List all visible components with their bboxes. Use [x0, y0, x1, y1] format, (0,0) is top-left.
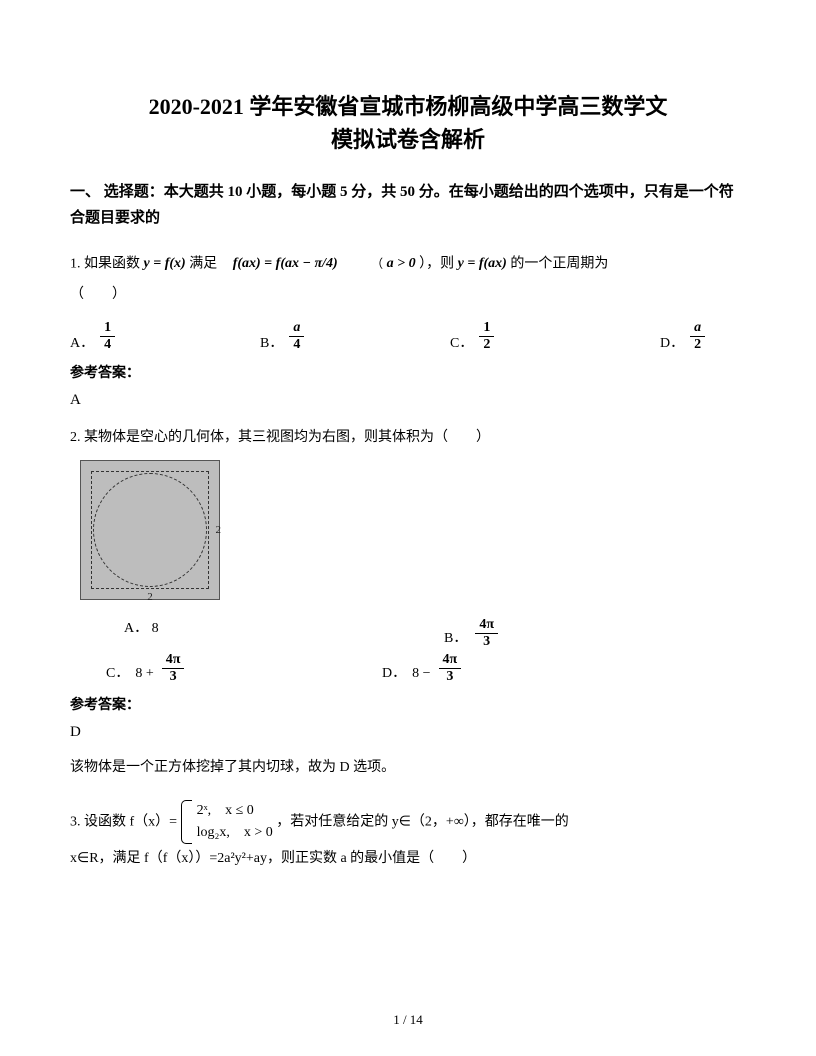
q2-b-label: B． — [444, 628, 467, 649]
question-3: 3. 设函数 f（x）= 2ˣ, x ≤ 0 log₂x, x > 0 ，若对任… — [70, 800, 746, 876]
q1-c-frac: 1 2 — [479, 321, 494, 352]
title-line-2: 模拟试卷含解析 — [331, 127, 485, 152]
q1-mid1: 满足 — [189, 257, 217, 272]
q1-a-frac: 1 4 — [100, 321, 115, 352]
q3-mid: ，若对任意给定的 y∈（2，+∞），都存在唯一的 — [276, 814, 569, 829]
exam-page: 2020-2021 学年安徽省宣城市杨柳高级中学高三数学文 模拟试卷含解析 一、… — [0, 0, 816, 1056]
q1-suffix: 的一个正周期为 — [510, 257, 608, 272]
q2-a-label: A． — [124, 621, 148, 636]
q1-option-a: A． 1 4 — [70, 321, 260, 352]
q1-paren-b: ），则 — [419, 257, 454, 272]
q1-paren-a: （ — [371, 257, 383, 271]
q2-answer: D — [70, 724, 746, 741]
q2-option-b: B． 4π 3 — [444, 618, 500, 649]
q2-answer-label: 参考答案： — [70, 694, 746, 714]
q1-fx: y = f(x) — [144, 249, 186, 280]
q1-b-label: B． — [260, 332, 283, 352]
q1-fax: y = f(ax) — [458, 249, 507, 280]
q2-figure-label-bottom: 2 — [147, 591, 153, 603]
page-number: 1 / 14 — [0, 1012, 816, 1028]
q2-option-a: A． 8 — [124, 618, 444, 649]
q2-options-row2: C． 8 + 4π 3 D． 8 − 4π 3 — [70, 653, 746, 684]
q2-a-val: 8 — [152, 621, 159, 636]
q2-c-frac: 4π 3 — [162, 653, 185, 684]
question-2: 2. 某物体是空心的几何体，其三视图均为右图，则其体积为（ ） — [70, 423, 746, 454]
q1-c-label: C． — [450, 332, 473, 352]
q1-a-label: A． — [70, 332, 94, 352]
q2-figure-circle — [93, 473, 207, 587]
q1-b-frac: a 4 — [289, 321, 304, 352]
q1-prefix: 1. 如果函数 — [70, 257, 140, 272]
q2-options: A． 8 B． 4π 3 C． 8 + 4π 3 D． — [70, 618, 746, 684]
q1-d-frac: a 2 — [690, 321, 705, 352]
q3-piece1: 2ˣ, x ≤ 0 — [197, 800, 273, 822]
title-line-1: 2020-2021 学年安徽省宣城市杨柳高级中学高三数学文 — [149, 94, 668, 119]
q1-option-b: B． a 4 — [260, 321, 450, 352]
q1-answer-label: 参考答案： — [70, 362, 746, 382]
q1-option-d: D． a 2 — [660, 321, 707, 352]
q2-explain: 该物体是一个正方体挖掉了其内切球，故为 D 选项。 — [70, 755, 746, 782]
q1-blank: （ ） — [70, 287, 126, 302]
q1-agt0: a > 0 — [387, 249, 416, 280]
q1-answer: A — [70, 392, 746, 409]
question-1: 1. 如果函数 y = f(x) 满足 f(ax) = f(ax − π/4) … — [70, 249, 746, 311]
q1-d-label: D． — [660, 332, 684, 352]
q3-piece2: log₂x, x > 0 — [197, 822, 273, 844]
q2-options-row1: A． 8 B． 4π 3 — [70, 618, 746, 649]
q3-piecewise: 2ˣ, x ≤ 0 log₂x, x > 0 — [181, 800, 273, 845]
q2-d-prefix: 8 − — [412, 663, 430, 684]
q1-option-c: C． 1 2 — [450, 321, 660, 352]
q3-prefix: 3. 设函数 f（x）= — [70, 814, 177, 829]
q3-line2: x∈R，满足 f（f（x））=2a²y²+ay，则正实数 a 的最小值是（ ） — [70, 851, 476, 866]
q1-options: A． 1 4 B． a 4 C． 1 2 D． a 2 — [70, 321, 746, 352]
q1-eq: f(ax) = f(ax − π/4) — [233, 249, 338, 280]
q2-b-frac: 4π 3 — [475, 618, 498, 649]
q2-figure: 2 2 — [80, 460, 220, 600]
q2-option-d: D． 8 − 4π 3 — [382, 653, 463, 684]
q2-c-prefix: 8 + — [135, 663, 153, 684]
q2-d-frac: 4π 3 — [439, 653, 462, 684]
q2-c-label: C． — [106, 663, 129, 684]
section-heading: 一、 选择题：本大题共 10 小题，每小题 5 分，共 50 分。在每小题给出的… — [70, 180, 746, 231]
page-title: 2020-2021 学年安徽省宣城市杨柳高级中学高三数学文 模拟试卷含解析 — [70, 90, 746, 156]
q2-d-label: D． — [382, 663, 406, 684]
q2-option-c: C． 8 + 4π 3 — [106, 653, 382, 684]
q2-figure-label-right: 2 — [216, 524, 222, 536]
